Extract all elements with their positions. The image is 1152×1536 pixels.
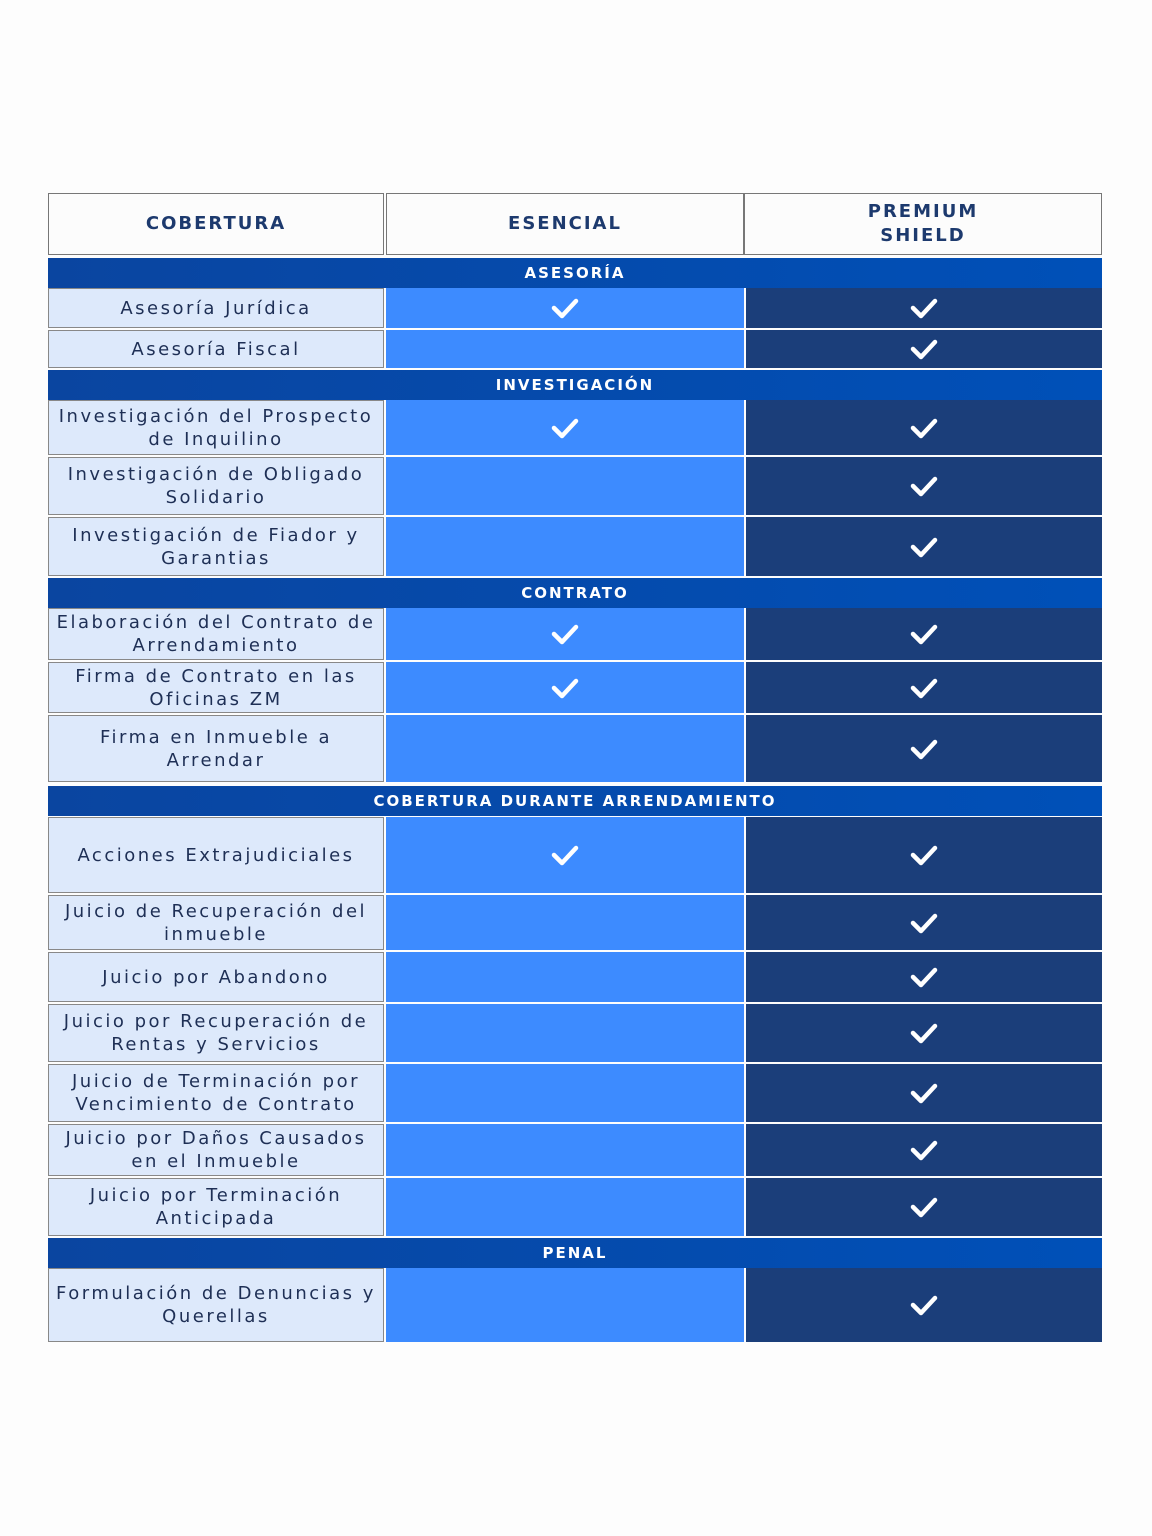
checkmark-icon	[910, 1083, 938, 1104]
essential-cell	[386, 817, 744, 893]
coverage-label: Juicio por Recuperación de Rentas y Serv…	[48, 1004, 384, 1062]
header-premium: PREMIUM SHIELD	[744, 193, 1102, 255]
table-row: Firma de Contrato en las Oficinas ZM	[48, 662, 1102, 713]
checkmark-icon	[551, 624, 579, 645]
table-row: Elaboración del Contrato de Arrendamient…	[48, 608, 1102, 660]
coverage-label: Formulación de Denuncias y Querellas	[48, 1268, 384, 1342]
essential-cell	[386, 715, 744, 782]
table-row: Asesoría Fiscal	[48, 330, 1102, 368]
premium-cell	[746, 662, 1102, 713]
premium-cell	[746, 1064, 1102, 1122]
table-row: Juicio por Terminación Anticipada	[48, 1178, 1102, 1236]
coverage-label: Elaboración del Contrato de Arrendamient…	[48, 608, 384, 660]
table-row: Juicio de Recuperación del inmueble	[48, 895, 1102, 950]
checkmark-icon	[910, 678, 938, 698]
essential-cell	[386, 1124, 744, 1176]
checkmark-icon	[910, 739, 938, 759]
checkmark-icon	[910, 1023, 938, 1044]
premium-cell	[746, 457, 1102, 515]
essential-cell	[386, 1064, 744, 1122]
checkmark-icon	[910, 967, 938, 988]
checkmark-icon	[910, 418, 938, 438]
section-header: COBERTURA DURANTE ARRENDAMIENTO	[48, 786, 1102, 816]
checkmark-icon	[551, 418, 579, 438]
premium-cell	[746, 1124, 1102, 1176]
section-header: ASESORÍA	[48, 258, 1102, 288]
table-row: Firma en Inmueble a Arrendar	[48, 715, 1102, 782]
checkmark-icon	[910, 537, 938, 557]
table-row: Juicio de Terminación por Vencimiento de…	[48, 1064, 1102, 1122]
premium-cell	[746, 715, 1102, 782]
essential-cell	[386, 1268, 744, 1342]
coverage-label: Acciones Extrajudiciales	[48, 817, 384, 893]
coverage-label: Asesoría Jurídica	[48, 288, 384, 328]
coverage-label: Juicio por Abandono	[48, 952, 384, 1002]
checkmark-icon	[910, 1295, 938, 1316]
essential-cell	[386, 1178, 744, 1236]
coverage-label: Juicio de Terminación por Vencimiento de…	[48, 1064, 384, 1122]
premium-cell	[746, 1268, 1102, 1342]
table-row: Investigación de Obligado Solidario	[48, 457, 1102, 515]
coverage-label: Juicio de Recuperación del inmueble	[48, 895, 384, 950]
essential-cell	[386, 952, 744, 1002]
checkmark-icon	[910, 913, 938, 933]
header-essential: ESENCIAL	[386, 193, 744, 255]
table-row: Juicio por Daños Causados en el Inmueble	[48, 1124, 1102, 1176]
coverage-label: Investigación del Prospecto de Inquilino	[48, 400, 384, 455]
premium-cell	[746, 817, 1102, 893]
coverage-label: Juicio por Terminación Anticipada	[48, 1178, 384, 1236]
table-row: Asesoría Jurídica	[48, 288, 1102, 328]
essential-cell	[386, 517, 744, 576]
coverage-label: Juicio por Daños Causados en el Inmueble	[48, 1124, 384, 1176]
premium-cell	[746, 400, 1102, 455]
essential-cell	[386, 288, 744, 328]
coverage-label: Firma en Inmueble a Arrendar	[48, 715, 384, 782]
premium-cell	[746, 895, 1102, 950]
coverage-label: Asesoría Fiscal	[48, 330, 384, 368]
essential-cell	[386, 330, 744, 368]
checkmark-icon	[551, 845, 579, 866]
premium-cell	[746, 952, 1102, 1002]
checkmark-icon	[910, 1140, 938, 1161]
checkmark-icon	[551, 678, 579, 698]
coverage-label: Investigación de Obligado Solidario	[48, 457, 384, 515]
premium-cell	[746, 288, 1102, 328]
essential-cell	[386, 400, 744, 455]
essential-cell	[386, 895, 744, 950]
section-header: INVESTIGACIÓN	[48, 370, 1102, 400]
checkmark-icon	[551, 298, 579, 319]
premium-cell	[746, 608, 1102, 660]
coverage-label: Firma de Contrato en las Oficinas ZM	[48, 662, 384, 713]
section-header: CONTRATO	[48, 578, 1102, 608]
table-row: Juicio por Recuperación de Rentas y Serv…	[48, 1004, 1102, 1062]
checkmark-icon	[910, 339, 938, 360]
premium-cell	[746, 1178, 1102, 1236]
essential-cell	[386, 457, 744, 515]
essential-cell	[386, 608, 744, 660]
table-row: Investigación de Fiador y Garantias	[48, 517, 1102, 576]
checkmark-icon	[910, 845, 938, 866]
checkmark-icon	[910, 298, 938, 319]
section-header: PENAL	[48, 1238, 1102, 1268]
checkmark-icon	[910, 1197, 938, 1218]
table-row: Acciones Extrajudiciales	[48, 817, 1102, 893]
table-row: Formulación de Denuncias y Querellas	[48, 1268, 1102, 1342]
table-row: Juicio por Abandono	[48, 952, 1102, 1002]
premium-cell	[746, 517, 1102, 576]
premium-cell	[746, 330, 1102, 368]
premium-cell	[746, 1004, 1102, 1062]
table-row: Investigación del Prospecto de Inquilino	[48, 400, 1102, 455]
checkmark-icon	[910, 624, 938, 645]
essential-cell	[386, 662, 744, 713]
checkmark-icon	[910, 476, 938, 497]
header-coverage: COBERTURA	[48, 193, 384, 255]
essential-cell	[386, 1004, 744, 1062]
coverage-label: Investigación de Fiador y Garantias	[48, 517, 384, 576]
